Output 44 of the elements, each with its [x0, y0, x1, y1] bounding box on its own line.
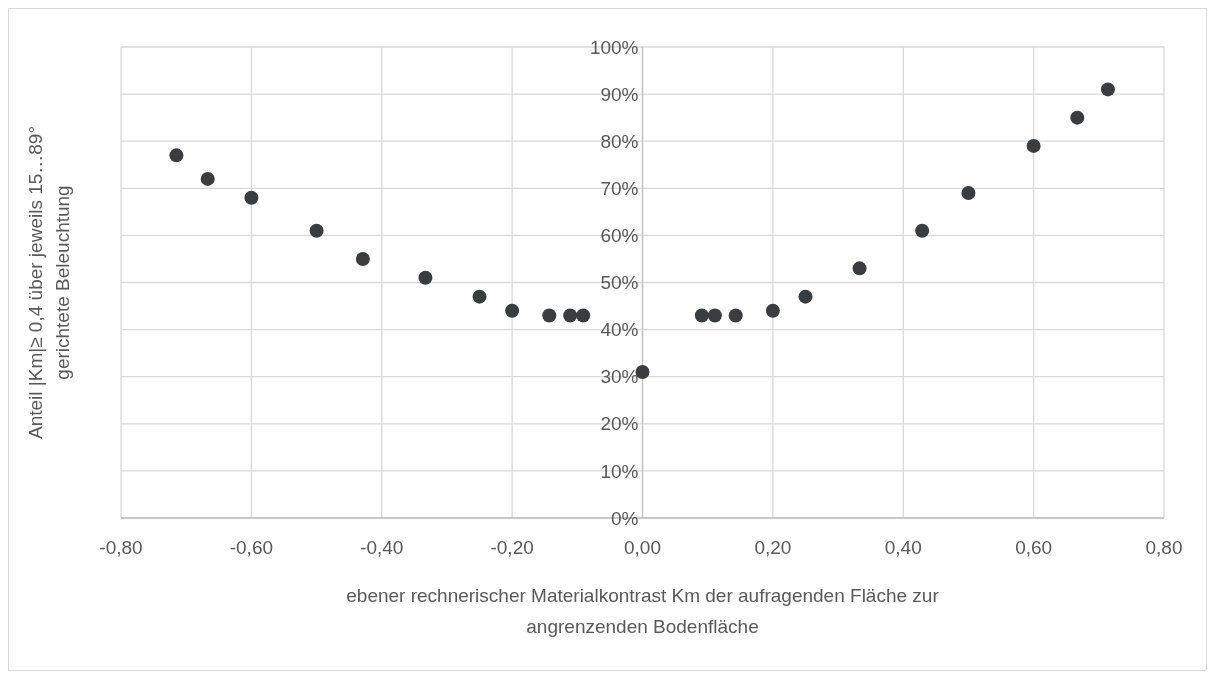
point — [1070, 110, 1085, 125]
y-tick-label: 60% — [600, 225, 639, 247]
y-tick-label: 0% — [611, 507, 639, 529]
point — [961, 186, 976, 200]
point — [707, 308, 722, 323]
x-tick-label: 0,20 — [754, 537, 792, 558]
point — [1026, 138, 1041, 153]
point — [576, 308, 591, 323]
x-tick-label: 0,40 — [884, 537, 922, 558]
y-tick-label: 30% — [600, 366, 639, 388]
point — [852, 261, 867, 276]
point — [505, 303, 520, 318]
y-tick-label: 50% — [600, 272, 639, 294]
point — [244, 190, 259, 205]
point — [169, 148, 184, 163]
x-tick-label: 0,80 — [1145, 537, 1183, 558]
point — [765, 303, 780, 318]
point — [1100, 82, 1115, 97]
x-tick-label: -0,20 — [490, 537, 534, 558]
x-tick-label: -0,40 — [360, 537, 404, 558]
point — [915, 223, 930, 238]
point — [798, 289, 813, 304]
y-tick-label: 70% — [600, 177, 639, 199]
point — [563, 308, 578, 323]
point — [355, 251, 370, 266]
point — [418, 270, 433, 285]
point — [309, 223, 324, 238]
y-tick-label: 10% — [600, 460, 639, 482]
y-tick-label: 20% — [600, 413, 639, 435]
y-tick-label: 80% — [600, 130, 639, 152]
point — [542, 308, 557, 323]
point — [728, 308, 743, 323]
y-tick-label: 100% — [589, 36, 639, 58]
x-tick-label: -0,60 — [229, 537, 274, 558]
point — [694, 308, 709, 323]
x-tick-label: 0,00 — [624, 537, 661, 558]
y-tick-label: 90% — [600, 83, 639, 105]
y-tick-label: 40% — [600, 319, 639, 341]
point — [472, 289, 487, 304]
x-tick-label: -0,80 — [99, 537, 143, 558]
point — [200, 171, 215, 186]
x-axis-title: ebener rechnerischer Materialkontrast Km der aufragenden Fläche zur angrenzenden Bodenfläche — [346, 585, 940, 637]
x-tick-label: 0,60 — [1015, 537, 1053, 558]
y-axis-title: Anteil |Km|≥ 0,4 über jeweils 15…89° gerichtete Beleuchtung — [25, 125, 73, 440]
